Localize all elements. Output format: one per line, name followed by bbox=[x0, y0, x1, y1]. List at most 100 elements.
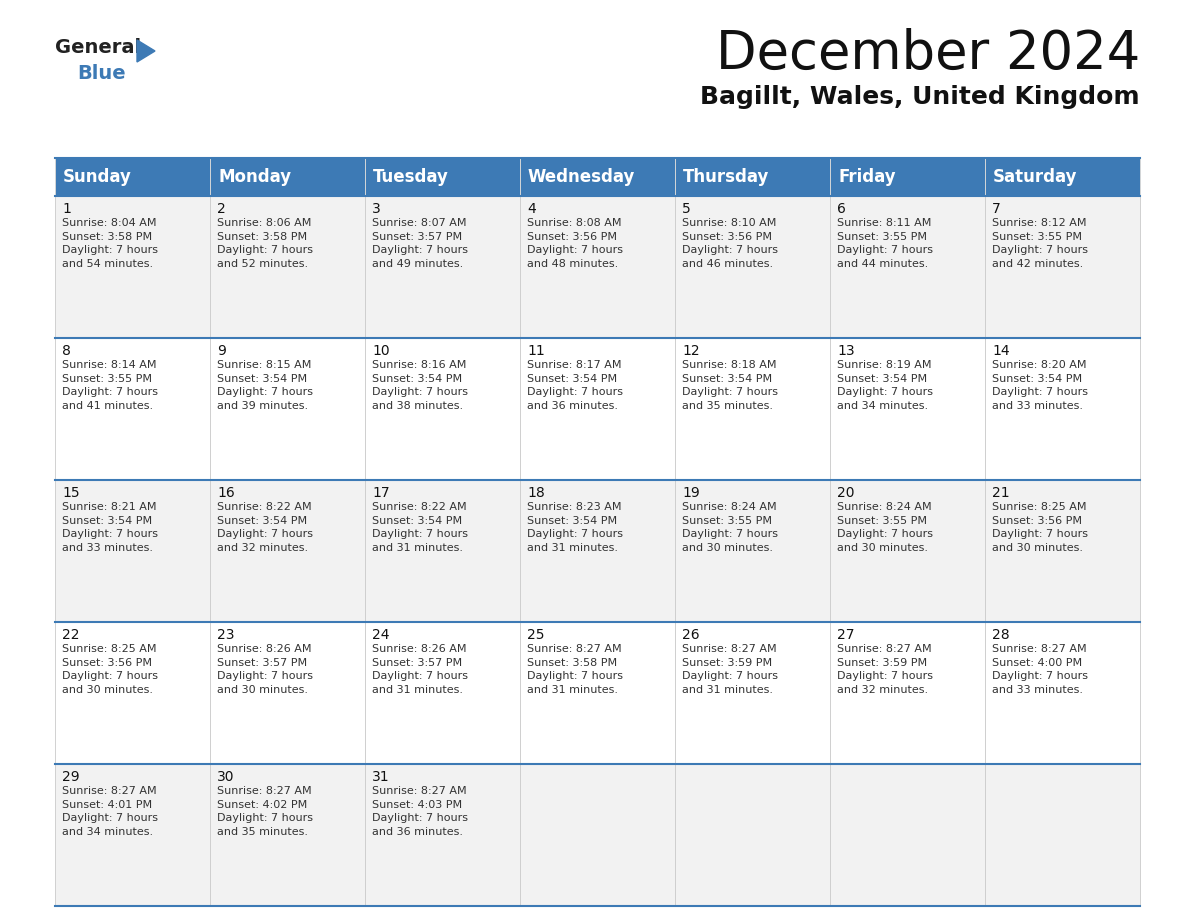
Bar bbox=[520, 622, 675, 764]
Text: 13: 13 bbox=[838, 344, 854, 358]
Text: Sunrise: 8:17 AM
Sunset: 3:54 PM
Daylight: 7 hours
and 36 minutes.: Sunrise: 8:17 AM Sunset: 3:54 PM Dayligh… bbox=[527, 360, 623, 410]
Bar bbox=[55, 480, 210, 622]
Text: Friday: Friday bbox=[838, 168, 896, 186]
Text: Sunrise: 8:24 AM
Sunset: 3:55 PM
Daylight: 7 hours
and 30 minutes.: Sunrise: 8:24 AM Sunset: 3:55 PM Dayligh… bbox=[838, 502, 933, 553]
Polygon shape bbox=[137, 40, 154, 62]
Text: Sunrise: 8:20 AM
Sunset: 3:54 PM
Daylight: 7 hours
and 33 minutes.: Sunrise: 8:20 AM Sunset: 3:54 PM Dayligh… bbox=[992, 360, 1088, 410]
Text: 27: 27 bbox=[838, 628, 854, 642]
Bar bbox=[985, 480, 1140, 622]
Text: Sunrise: 8:27 AM
Sunset: 4:02 PM
Daylight: 7 hours
and 35 minutes.: Sunrise: 8:27 AM Sunset: 4:02 PM Dayligh… bbox=[217, 786, 312, 837]
Text: 1: 1 bbox=[62, 202, 71, 216]
Text: Bagillt, Wales, United Kingdom: Bagillt, Wales, United Kingdom bbox=[701, 85, 1140, 109]
Text: Sunrise: 8:25 AM
Sunset: 3:56 PM
Daylight: 7 hours
and 30 minutes.: Sunrise: 8:25 AM Sunset: 3:56 PM Dayligh… bbox=[62, 644, 158, 695]
Text: Sunrise: 8:12 AM
Sunset: 3:55 PM
Daylight: 7 hours
and 42 minutes.: Sunrise: 8:12 AM Sunset: 3:55 PM Dayligh… bbox=[992, 218, 1088, 269]
Bar bbox=[210, 480, 365, 622]
Bar bbox=[210, 622, 365, 764]
Text: Sunrise: 8:15 AM
Sunset: 3:54 PM
Daylight: 7 hours
and 39 minutes.: Sunrise: 8:15 AM Sunset: 3:54 PM Dayligh… bbox=[217, 360, 312, 410]
Text: Sunrise: 8:27 AM
Sunset: 4:00 PM
Daylight: 7 hours
and 33 minutes.: Sunrise: 8:27 AM Sunset: 4:00 PM Dayligh… bbox=[992, 644, 1088, 695]
Bar bbox=[520, 338, 675, 480]
Bar bbox=[675, 764, 830, 906]
Bar bbox=[210, 158, 365, 196]
Text: 21: 21 bbox=[992, 486, 1010, 500]
Bar bbox=[365, 338, 520, 480]
Bar bbox=[55, 622, 210, 764]
Text: Sunrise: 8:27 AM
Sunset: 3:59 PM
Daylight: 7 hours
and 31 minutes.: Sunrise: 8:27 AM Sunset: 3:59 PM Dayligh… bbox=[682, 644, 778, 695]
Text: Sunrise: 8:26 AM
Sunset: 3:57 PM
Daylight: 7 hours
and 31 minutes.: Sunrise: 8:26 AM Sunset: 3:57 PM Dayligh… bbox=[372, 644, 468, 695]
Bar bbox=[210, 196, 365, 338]
Text: Sunrise: 8:16 AM
Sunset: 3:54 PM
Daylight: 7 hours
and 38 minutes.: Sunrise: 8:16 AM Sunset: 3:54 PM Dayligh… bbox=[372, 360, 468, 410]
Text: 15: 15 bbox=[62, 486, 80, 500]
Bar bbox=[55, 764, 210, 906]
Text: 22: 22 bbox=[62, 628, 80, 642]
Text: 23: 23 bbox=[217, 628, 234, 642]
Text: Sunrise: 8:27 AM
Sunset: 4:03 PM
Daylight: 7 hours
and 36 minutes.: Sunrise: 8:27 AM Sunset: 4:03 PM Dayligh… bbox=[372, 786, 468, 837]
Text: 2: 2 bbox=[217, 202, 226, 216]
Bar bbox=[830, 480, 985, 622]
Bar bbox=[985, 622, 1140, 764]
Text: Monday: Monday bbox=[219, 168, 291, 186]
Text: 6: 6 bbox=[838, 202, 846, 216]
Text: Sunrise: 8:23 AM
Sunset: 3:54 PM
Daylight: 7 hours
and 31 minutes.: Sunrise: 8:23 AM Sunset: 3:54 PM Dayligh… bbox=[527, 502, 623, 553]
Bar bbox=[830, 338, 985, 480]
Bar bbox=[365, 622, 520, 764]
Bar bbox=[365, 196, 520, 338]
Text: Sunday: Sunday bbox=[63, 168, 132, 186]
Bar bbox=[830, 622, 985, 764]
Text: Sunrise: 8:22 AM
Sunset: 3:54 PM
Daylight: 7 hours
and 32 minutes.: Sunrise: 8:22 AM Sunset: 3:54 PM Dayligh… bbox=[217, 502, 312, 553]
Bar bbox=[55, 196, 210, 338]
Bar bbox=[210, 338, 365, 480]
Bar bbox=[985, 158, 1140, 196]
Text: 20: 20 bbox=[838, 486, 854, 500]
Text: 19: 19 bbox=[682, 486, 700, 500]
Bar bbox=[830, 764, 985, 906]
Text: 26: 26 bbox=[682, 628, 700, 642]
Text: Sunrise: 8:19 AM
Sunset: 3:54 PM
Daylight: 7 hours
and 34 minutes.: Sunrise: 8:19 AM Sunset: 3:54 PM Dayligh… bbox=[838, 360, 933, 410]
Text: 4: 4 bbox=[527, 202, 536, 216]
Bar bbox=[520, 480, 675, 622]
Bar bbox=[985, 196, 1140, 338]
Text: Sunrise: 8:24 AM
Sunset: 3:55 PM
Daylight: 7 hours
and 30 minutes.: Sunrise: 8:24 AM Sunset: 3:55 PM Dayligh… bbox=[682, 502, 778, 553]
Text: Sunrise: 8:14 AM
Sunset: 3:55 PM
Daylight: 7 hours
and 41 minutes.: Sunrise: 8:14 AM Sunset: 3:55 PM Dayligh… bbox=[62, 360, 158, 410]
Bar bbox=[210, 764, 365, 906]
Text: Sunrise: 8:06 AM
Sunset: 3:58 PM
Daylight: 7 hours
and 52 minutes.: Sunrise: 8:06 AM Sunset: 3:58 PM Dayligh… bbox=[217, 218, 312, 269]
Text: Sunrise: 8:07 AM
Sunset: 3:57 PM
Daylight: 7 hours
and 49 minutes.: Sunrise: 8:07 AM Sunset: 3:57 PM Dayligh… bbox=[372, 218, 468, 269]
Bar bbox=[55, 158, 210, 196]
Text: 12: 12 bbox=[682, 344, 700, 358]
Text: 11: 11 bbox=[527, 344, 545, 358]
Bar bbox=[675, 158, 830, 196]
Text: Sunrise: 8:08 AM
Sunset: 3:56 PM
Daylight: 7 hours
and 48 minutes.: Sunrise: 8:08 AM Sunset: 3:56 PM Dayligh… bbox=[527, 218, 623, 269]
Text: 18: 18 bbox=[527, 486, 545, 500]
Text: Blue: Blue bbox=[77, 64, 126, 83]
Text: Saturday: Saturday bbox=[993, 168, 1078, 186]
Bar bbox=[365, 764, 520, 906]
Text: Sunrise: 8:11 AM
Sunset: 3:55 PM
Daylight: 7 hours
and 44 minutes.: Sunrise: 8:11 AM Sunset: 3:55 PM Dayligh… bbox=[838, 218, 933, 269]
Text: 10: 10 bbox=[372, 344, 390, 358]
Bar bbox=[520, 158, 675, 196]
Text: Sunrise: 8:18 AM
Sunset: 3:54 PM
Daylight: 7 hours
and 35 minutes.: Sunrise: 8:18 AM Sunset: 3:54 PM Dayligh… bbox=[682, 360, 778, 410]
Text: 16: 16 bbox=[217, 486, 235, 500]
Text: General: General bbox=[55, 38, 141, 57]
Text: 30: 30 bbox=[217, 770, 234, 784]
Text: Sunrise: 8:21 AM
Sunset: 3:54 PM
Daylight: 7 hours
and 33 minutes.: Sunrise: 8:21 AM Sunset: 3:54 PM Dayligh… bbox=[62, 502, 158, 553]
Bar bbox=[985, 764, 1140, 906]
Text: Tuesday: Tuesday bbox=[373, 168, 449, 186]
Text: 8: 8 bbox=[62, 344, 71, 358]
Text: Sunrise: 8:27 AM
Sunset: 3:59 PM
Daylight: 7 hours
and 32 minutes.: Sunrise: 8:27 AM Sunset: 3:59 PM Dayligh… bbox=[838, 644, 933, 695]
Bar bbox=[365, 480, 520, 622]
Bar bbox=[365, 158, 520, 196]
Text: 5: 5 bbox=[682, 202, 690, 216]
Text: 14: 14 bbox=[992, 344, 1010, 358]
Text: Sunrise: 8:04 AM
Sunset: 3:58 PM
Daylight: 7 hours
and 54 minutes.: Sunrise: 8:04 AM Sunset: 3:58 PM Dayligh… bbox=[62, 218, 158, 269]
Text: Sunrise: 8:22 AM
Sunset: 3:54 PM
Daylight: 7 hours
and 31 minutes.: Sunrise: 8:22 AM Sunset: 3:54 PM Dayligh… bbox=[372, 502, 468, 553]
Text: Sunrise: 8:27 AM
Sunset: 4:01 PM
Daylight: 7 hours
and 34 minutes.: Sunrise: 8:27 AM Sunset: 4:01 PM Dayligh… bbox=[62, 786, 158, 837]
Bar bbox=[520, 196, 675, 338]
Text: Sunrise: 8:26 AM
Sunset: 3:57 PM
Daylight: 7 hours
and 30 minutes.: Sunrise: 8:26 AM Sunset: 3:57 PM Dayligh… bbox=[217, 644, 312, 695]
Text: 24: 24 bbox=[372, 628, 390, 642]
Text: 7: 7 bbox=[992, 202, 1000, 216]
Bar bbox=[675, 480, 830, 622]
Text: 29: 29 bbox=[62, 770, 80, 784]
Text: Thursday: Thursday bbox=[683, 168, 770, 186]
Bar bbox=[675, 622, 830, 764]
Text: Sunrise: 8:27 AM
Sunset: 3:58 PM
Daylight: 7 hours
and 31 minutes.: Sunrise: 8:27 AM Sunset: 3:58 PM Dayligh… bbox=[527, 644, 623, 695]
Text: 28: 28 bbox=[992, 628, 1010, 642]
